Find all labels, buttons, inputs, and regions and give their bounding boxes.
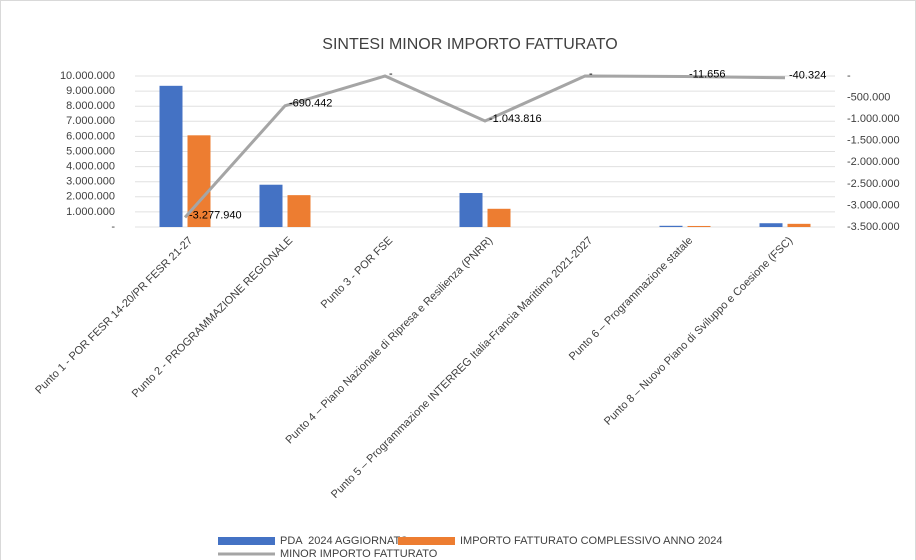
- y-tick-label: 3.000.000: [66, 176, 115, 188]
- line: [183, 74, 786, 219]
- data-label: -1.043.816: [489, 113, 542, 125]
- y-tick-label: 8.000.000: [66, 100, 115, 112]
- bar: [459, 193, 483, 227]
- y2-tick-label: -3.500.000: [847, 221, 900, 233]
- bar: [259, 184, 283, 227]
- chart-title: SINTESI MINOR IMPORTO FATTURATO: [322, 36, 617, 53]
- y-tick-label: 1.000.000: [66, 206, 115, 218]
- data-label: -11.656: [689, 68, 726, 80]
- legend-label: IMPORTO FATTURATO COMPLESSIVO ANNO 2024: [460, 535, 722, 547]
- y2-tick-label: -1.500.000: [847, 135, 900, 147]
- bar: [659, 225, 683, 227]
- y-tick-label: 6.000.000: [66, 130, 115, 142]
- y2-tick-label: -2.000.000: [847, 156, 900, 168]
- y-tick-label: 5.000.000: [66, 145, 115, 157]
- y2-tick-label: -2.500.000: [847, 178, 900, 190]
- y-tick-label: 10.000.000: [60, 70, 115, 82]
- data-label: -40.324: [789, 70, 826, 82]
- bar: [787, 223, 811, 227]
- bar: [187, 135, 211, 227]
- legend-label: PDA 2024 AGGIORNATO: [280, 535, 409, 547]
- y2-tick-label: -3.000.000: [847, 199, 900, 211]
- y2-tick-label: -1.000.000: [847, 113, 900, 125]
- legend-swatch: [218, 537, 275, 545]
- bar: [687, 225, 711, 227]
- bar: [487, 208, 511, 227]
- y-tick-label: -: [111, 221, 115, 233]
- data-label: -: [589, 68, 593, 80]
- y-tick-label: 2.000.000: [66, 191, 115, 203]
- bar: [287, 195, 311, 227]
- y-tick-label: 4.000.000: [66, 161, 115, 173]
- data-label: -690.442: [289, 98, 332, 110]
- legend-swatch: [398, 537, 455, 545]
- y-tick-label: 9.000.000: [66, 85, 115, 97]
- data-label: -3.277.940: [189, 209, 242, 221]
- legend-label: MINOR IMPORTO FATTURATO: [280, 548, 438, 560]
- y2-tick-label: -: [847, 70, 851, 82]
- bar: [159, 85, 183, 227]
- y2-tick-label: -500.000: [847, 91, 890, 103]
- y-tick-label: 7.000.000: [66, 115, 115, 127]
- data-label: -: [389, 68, 393, 80]
- bar: [759, 223, 783, 227]
